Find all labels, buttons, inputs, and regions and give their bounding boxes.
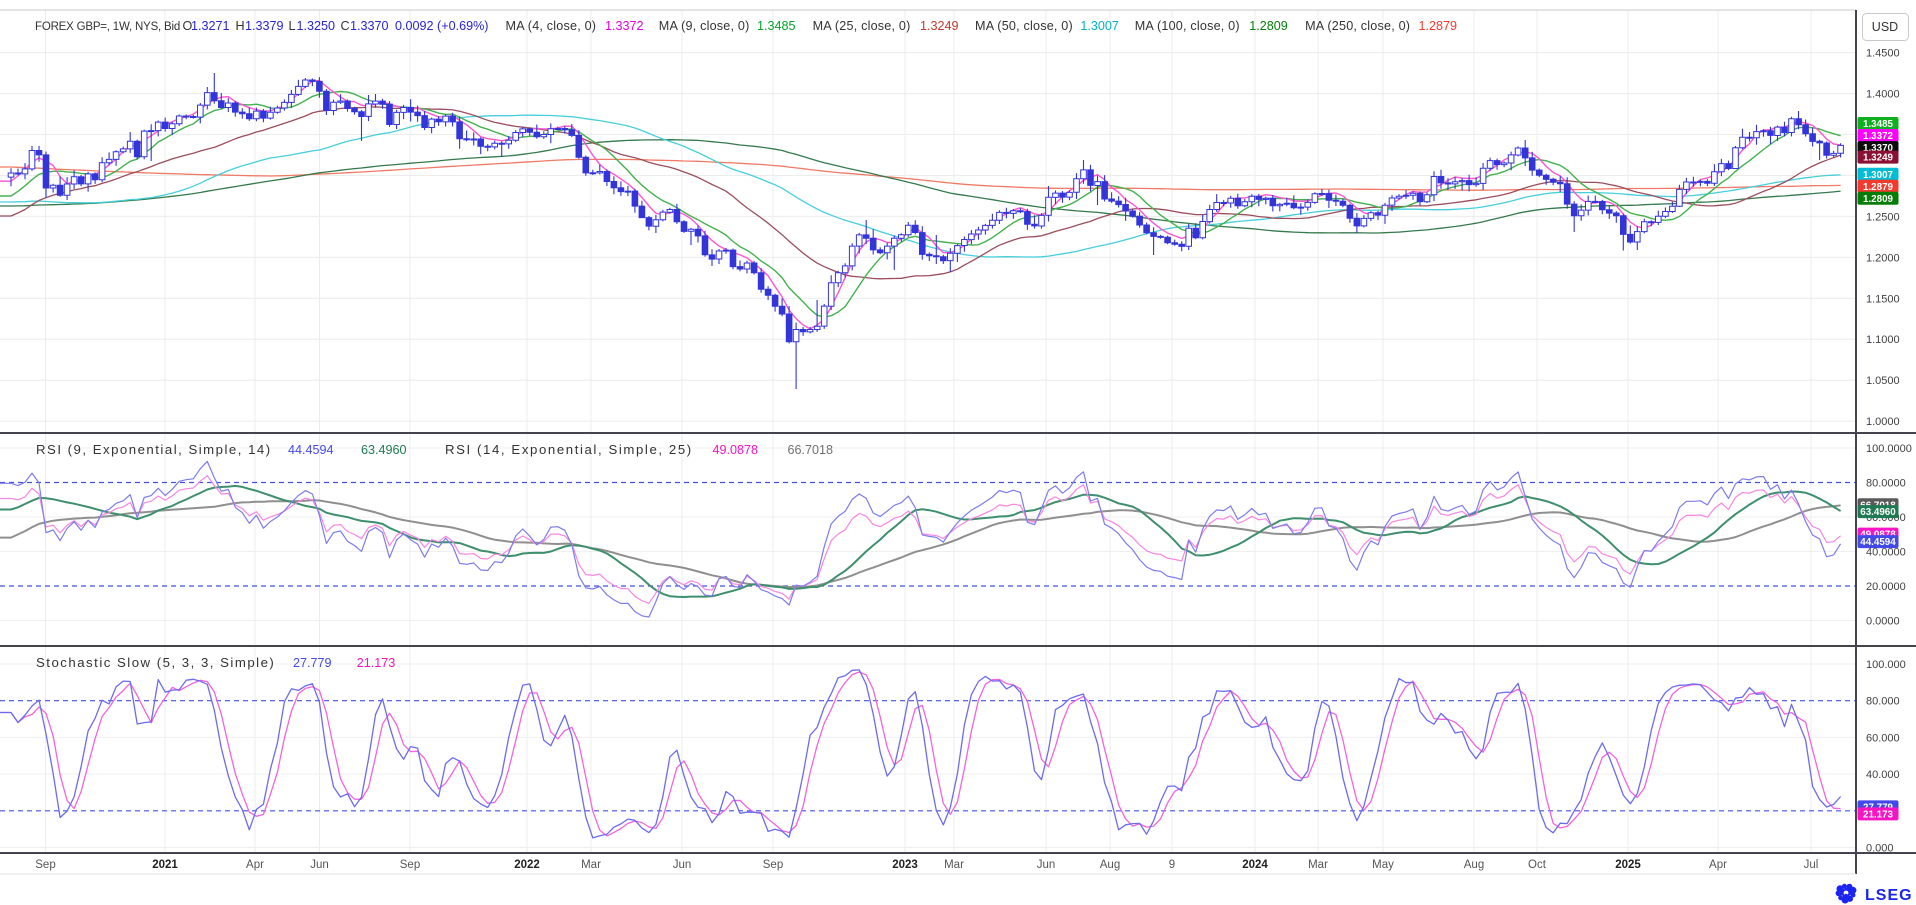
svg-text:1.3250: 1.3250	[297, 19, 336, 33]
svg-text:1.1000: 1.1000	[1866, 334, 1900, 346]
svg-text:100.000: 100.000	[1866, 659, 1906, 671]
svg-text:1.1500: 1.1500	[1866, 293, 1900, 305]
svg-text:1.3379: 1.3379	[245, 19, 284, 33]
svg-text:80.000: 80.000	[1866, 696, 1900, 708]
svg-text:40.0000: 40.0000	[1866, 547, 1906, 559]
svg-text:1.3007: 1.3007	[1080, 19, 1119, 33]
svg-text:27.779: 27.779	[293, 656, 332, 670]
svg-text:1.0000: 1.0000	[1866, 416, 1900, 428]
svg-text:2023: 2023	[892, 859, 918, 871]
svg-text:1.3249: 1.3249	[920, 19, 959, 33]
svg-text:RSI (14, Exponential, Simple,: RSI (14, Exponential, Simple, 25)	[445, 442, 693, 457]
svg-text:1.2879: 1.2879	[1863, 182, 1894, 193]
svg-text:66.7018: 66.7018	[788, 443, 834, 457]
svg-text:MA (50, close, 0): MA (50, close, 0)	[975, 19, 1073, 33]
svg-text:1.2879: 1.2879	[1419, 19, 1458, 33]
svg-text:9: 9	[1169, 859, 1175, 871]
svg-text:63.4960: 63.4960	[1860, 507, 1896, 518]
svg-text:1.3372: 1.3372	[1863, 131, 1894, 142]
svg-text:44.4594: 44.4594	[1860, 537, 1896, 548]
svg-text:1.2500: 1.2500	[1866, 211, 1900, 223]
svg-text:Sep: Sep	[35, 859, 55, 871]
svg-text:1.4000: 1.4000	[1866, 89, 1900, 101]
svg-text:1.4500: 1.4500	[1866, 48, 1900, 60]
svg-text:44.4594: 44.4594	[288, 443, 334, 457]
svg-text:21.173: 21.173	[357, 656, 396, 670]
svg-text:20.0000: 20.0000	[1866, 581, 1906, 593]
svg-text:80.0000: 80.0000	[1866, 478, 1906, 490]
svg-text:21.173: 21.173	[1863, 810, 1894, 821]
svg-text:RSI (9, Exponential, Simple, 1: RSI (9, Exponential, Simple, 14)	[36, 442, 272, 457]
svg-text:2025: 2025	[1615, 859, 1641, 871]
svg-text:1.3370: 1.3370	[350, 19, 389, 33]
svg-text:MA (250, close, 0): MA (250, close, 0)	[1305, 19, 1410, 33]
svg-text:40.000: 40.000	[1866, 769, 1900, 781]
svg-text:0.0000: 0.0000	[1866, 616, 1900, 628]
svg-text:FOREX GBP=, 1W, NYS, Bid: FOREX GBP=, 1W, NYS, Bid	[35, 21, 180, 33]
svg-text:Sep: Sep	[763, 859, 783, 871]
svg-text:1.2809: 1.2809	[1249, 19, 1288, 33]
svg-text:Sep: Sep	[400, 859, 420, 871]
svg-text:Jun: Jun	[1037, 859, 1056, 871]
svg-text:MA (100, close, 0): MA (100, close, 0)	[1135, 19, 1240, 33]
svg-text:Oct: Oct	[1528, 859, 1547, 871]
svg-text:2024: 2024	[1242, 859, 1268, 871]
svg-text:Jul: Jul	[1804, 859, 1819, 871]
svg-text:L: L	[289, 19, 296, 33]
svg-text:0.0092 (+0.69%): 0.0092 (+0.69%)	[395, 19, 488, 33]
svg-text:1.3372: 1.3372	[605, 19, 644, 33]
svg-text:100.0000: 100.0000	[1866, 443, 1912, 455]
svg-text:May: May	[1372, 859, 1394, 871]
svg-text:H: H	[236, 19, 245, 33]
svg-text:1.3007: 1.3007	[1863, 170, 1894, 181]
svg-text:60.000: 60.000	[1866, 732, 1900, 744]
svg-text:Mar: Mar	[944, 859, 964, 871]
svg-text:Mar: Mar	[581, 859, 601, 871]
svg-text:Apr: Apr	[246, 859, 264, 871]
svg-text:C: C	[341, 19, 350, 33]
svg-text:1.3271: 1.3271	[191, 19, 230, 33]
svg-text:0.000: 0.000	[1866, 843, 1894, 855]
svg-text:1.3370: 1.3370	[1863, 143, 1894, 154]
svg-text:2022: 2022	[514, 859, 540, 871]
svg-text:MA (25, close, 0): MA (25, close, 0)	[813, 19, 911, 33]
svg-text:Jun: Jun	[310, 859, 329, 871]
svg-text:63.4960: 63.4960	[361, 443, 407, 457]
svg-text:Jun: Jun	[673, 859, 692, 871]
svg-text:1.3485: 1.3485	[1863, 119, 1894, 130]
svg-text:Aug: Aug	[1464, 859, 1484, 871]
svg-text:1.0500: 1.0500	[1866, 375, 1900, 387]
svg-text:1.3485: 1.3485	[757, 19, 796, 33]
svg-text:2021: 2021	[152, 859, 178, 871]
svg-text:1.3249: 1.3249	[1863, 153, 1894, 164]
svg-text:Stochastic Slow (5, 3, 3, Simp: Stochastic Slow (5, 3, 3, Simple)	[36, 655, 275, 670]
svg-text:Mar: Mar	[1308, 859, 1328, 871]
svg-text:MA (4, close, 0): MA (4, close, 0)	[506, 19, 597, 33]
svg-text:Aug: Aug	[1100, 859, 1120, 871]
svg-text:MA (9, close, 0): MA (9, close, 0)	[659, 19, 750, 33]
svg-text:1.2000: 1.2000	[1866, 252, 1900, 264]
svg-text:LSEG: LSEG	[1865, 887, 1913, 904]
svg-text:USD: USD	[1872, 20, 1898, 34]
svg-text:Apr: Apr	[1709, 859, 1727, 871]
svg-text:O: O	[183, 19, 193, 33]
svg-text:1.2809: 1.2809	[1863, 194, 1894, 205]
svg-text:49.0878: 49.0878	[713, 443, 759, 457]
